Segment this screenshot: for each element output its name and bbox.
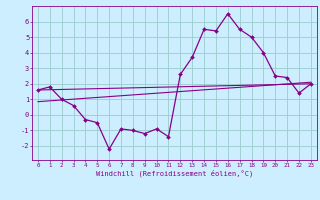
- X-axis label: Windchill (Refroidissement éolien,°C): Windchill (Refroidissement éolien,°C): [96, 169, 253, 177]
